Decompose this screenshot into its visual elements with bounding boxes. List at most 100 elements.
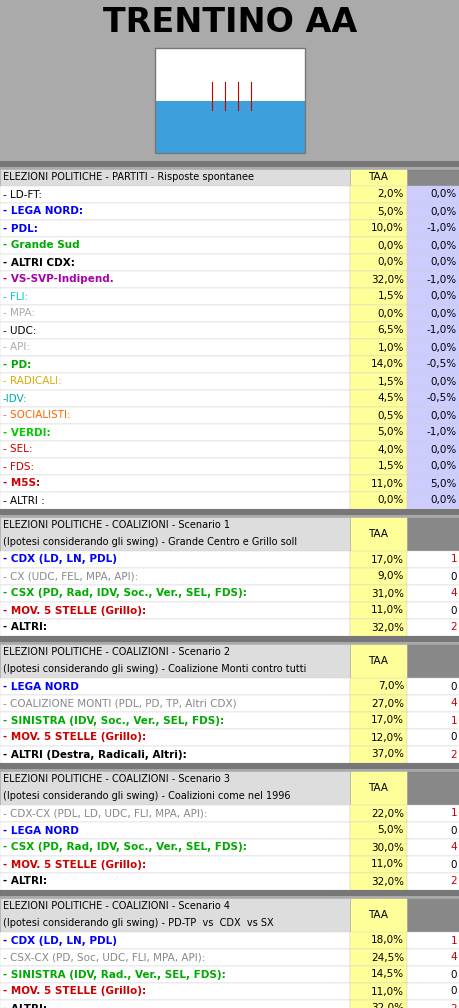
Bar — [406, 475, 459, 492]
Text: - MOV. 5 STELLE (Grillo):: - MOV. 5 STELLE (Grillo): — [3, 733, 146, 743]
Bar — [349, 220, 406, 237]
Text: ELEZIONI POLITICHE - COALIZIONI - Scenario 3: ELEZIONI POLITICHE - COALIZIONI - Scenar… — [3, 774, 230, 784]
Text: 4: 4 — [449, 699, 456, 709]
Text: - MOV. 5 STELLE (Grillo):: - MOV. 5 STELLE (Grillo): — [3, 606, 146, 616]
Bar — [0, 475, 349, 492]
Text: - CX (UDC, FEL, MPA, API):: - CX (UDC, FEL, MPA, API): — [3, 572, 138, 582]
Bar — [349, 492, 406, 509]
Bar — [0, 873, 349, 890]
Bar — [0, 161, 459, 167]
Bar — [349, 390, 406, 407]
Text: 1: 1 — [449, 808, 456, 818]
Bar — [406, 203, 459, 220]
Text: 0,0%: 0,0% — [377, 308, 403, 319]
Text: - CDX-CX (PDL, LD, UDC, FLI, MPA, API):: - CDX-CX (PDL, LD, UDC, FLI, MPA, API): — [3, 808, 207, 818]
Bar — [0, 186, 349, 203]
Text: 0: 0 — [449, 572, 456, 582]
Text: - MPA:: - MPA: — [3, 308, 35, 319]
Bar — [0, 678, 349, 695]
Bar — [0, 237, 349, 254]
Text: - LEGA NORD: - LEGA NORD — [3, 681, 78, 691]
Text: - Grande Sud: - Grande Sud — [3, 241, 79, 251]
Bar — [406, 966, 459, 983]
Text: 5,0%: 5,0% — [377, 207, 403, 217]
Text: - FDS:: - FDS: — [3, 462, 34, 472]
Text: 1,5%: 1,5% — [377, 291, 403, 301]
Bar — [0, 949, 349, 966]
Text: - ALTRI (Destra, Radicali, Altri):: - ALTRI (Destra, Radicali, Altri): — [3, 750, 186, 759]
Bar — [406, 492, 459, 509]
Text: - ALTRI :: - ALTRI : — [3, 496, 45, 505]
Text: 14,5%: 14,5% — [370, 970, 403, 980]
Text: - CSX (PD, Rad, IDV, Soc., Ver., SEL, FDS):: - CSX (PD, Rad, IDV, Soc., Ver., SEL, FD… — [3, 589, 246, 599]
Text: 0: 0 — [449, 987, 456, 997]
Text: - COALIZIONE MONTI (PDL, PD, TP, Altri CDX): - COALIZIONE MONTI (PDL, PD, TP, Altri C… — [3, 699, 236, 709]
Text: 30,0%: 30,0% — [370, 843, 403, 853]
Bar — [0, 695, 349, 712]
Text: - ALTRI CDX:: - ALTRI CDX: — [3, 257, 75, 267]
Bar — [406, 271, 459, 288]
Bar — [349, 169, 406, 186]
Bar — [406, 220, 459, 237]
Bar — [0, 442, 349, 458]
Text: 1: 1 — [449, 554, 456, 564]
Bar — [406, 458, 459, 475]
Text: - PD:: - PD: — [3, 360, 31, 370]
Bar — [0, 339, 349, 356]
Text: - ALTRI:: - ALTRI: — [3, 623, 47, 632]
Bar — [349, 712, 406, 729]
Bar — [349, 186, 406, 203]
Bar — [0, 856, 349, 873]
Text: ELEZIONI POLITICHE - COALIZIONI - Scenario 4: ELEZIONI POLITICHE - COALIZIONI - Scenar… — [3, 901, 230, 911]
Bar — [349, 839, 406, 856]
Bar — [406, 237, 459, 254]
Bar — [0, 220, 349, 237]
Text: 4: 4 — [449, 843, 456, 853]
Text: 1,5%: 1,5% — [377, 462, 403, 472]
Bar — [406, 288, 459, 305]
Bar — [349, 475, 406, 492]
Bar — [349, 932, 406, 949]
Bar — [155, 48, 304, 101]
Text: 32,0%: 32,0% — [370, 1004, 403, 1008]
Text: 14,0%: 14,0% — [370, 360, 403, 370]
Bar — [0, 254, 349, 271]
Text: 0,0%: 0,0% — [377, 257, 403, 267]
Bar — [349, 983, 406, 1000]
Bar — [349, 237, 406, 254]
Text: TAA: TAA — [368, 910, 388, 920]
Text: 0: 0 — [449, 681, 456, 691]
Bar — [0, 509, 459, 515]
Text: 1,0%: 1,0% — [377, 343, 403, 353]
Bar — [349, 695, 406, 712]
Bar — [0, 1000, 349, 1008]
Text: 11,0%: 11,0% — [370, 479, 403, 489]
Bar — [406, 390, 459, 407]
Bar — [349, 619, 406, 636]
Bar — [0, 644, 349, 678]
Bar — [0, 771, 349, 805]
Text: TAA: TAA — [368, 529, 388, 539]
Bar — [349, 339, 406, 356]
Bar — [349, 678, 406, 695]
Text: 4,0%: 4,0% — [377, 445, 403, 455]
Text: ELEZIONI POLITICHE - COALIZIONI - Scenario 2: ELEZIONI POLITICHE - COALIZIONI - Scenar… — [3, 647, 230, 657]
Bar — [349, 203, 406, 220]
Text: 0: 0 — [449, 606, 456, 616]
Text: 0,0%: 0,0% — [430, 308, 456, 319]
Text: 5,0%: 5,0% — [377, 826, 403, 836]
Text: TAA: TAA — [368, 172, 388, 182]
Bar — [349, 729, 406, 746]
Bar — [349, 873, 406, 890]
Bar — [349, 771, 406, 805]
Text: TAA: TAA — [368, 656, 388, 666]
Text: 11,0%: 11,0% — [370, 606, 403, 616]
Bar — [406, 356, 459, 373]
Bar — [349, 949, 406, 966]
Bar — [406, 339, 459, 356]
Text: 0,0%: 0,0% — [430, 291, 456, 301]
Bar — [406, 169, 459, 186]
Bar — [406, 424, 459, 442]
Text: 0: 0 — [449, 860, 456, 870]
Bar — [349, 585, 406, 602]
